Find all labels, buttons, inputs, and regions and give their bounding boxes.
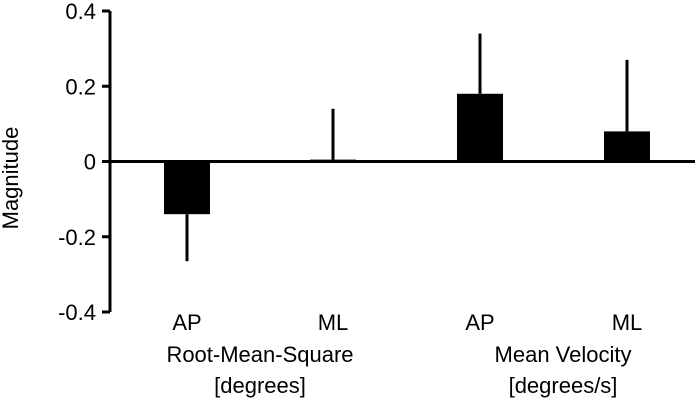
category-label: AP [172,310,201,335]
y-tick-label: 0.4 [65,0,96,24]
y-tick-label: -0.2 [58,225,96,250]
bar [457,93,503,162]
group-label-rms-unit: [degrees] [214,373,306,398]
error-bars [185,33,629,262]
category-label: ML [612,310,643,335]
bars [110,93,695,215]
y-tick-label: 0 [84,150,96,175]
bar [164,161,210,215]
category-labels: AP ML AP ML [172,310,642,335]
group-label-velocity: Mean Velocity [495,342,632,367]
group-label-velocity-unit: [degrees/s] [509,373,618,398]
y-axis-label: Magnitude [0,127,23,230]
group-labels: Root-Mean-Square [degrees] Mean Velocity… [166,342,631,398]
category-label: AP [465,310,494,335]
category-label: ML [318,310,349,335]
group-label-rms: Root-Mean-Square [166,342,353,367]
y-tick-label: -0.4 [58,300,96,325]
y-axis: 0.4 0.2 0 -0.2 -0.4 [58,0,112,325]
bar [604,131,650,162]
y-tick-label: 0.2 [65,74,96,99]
